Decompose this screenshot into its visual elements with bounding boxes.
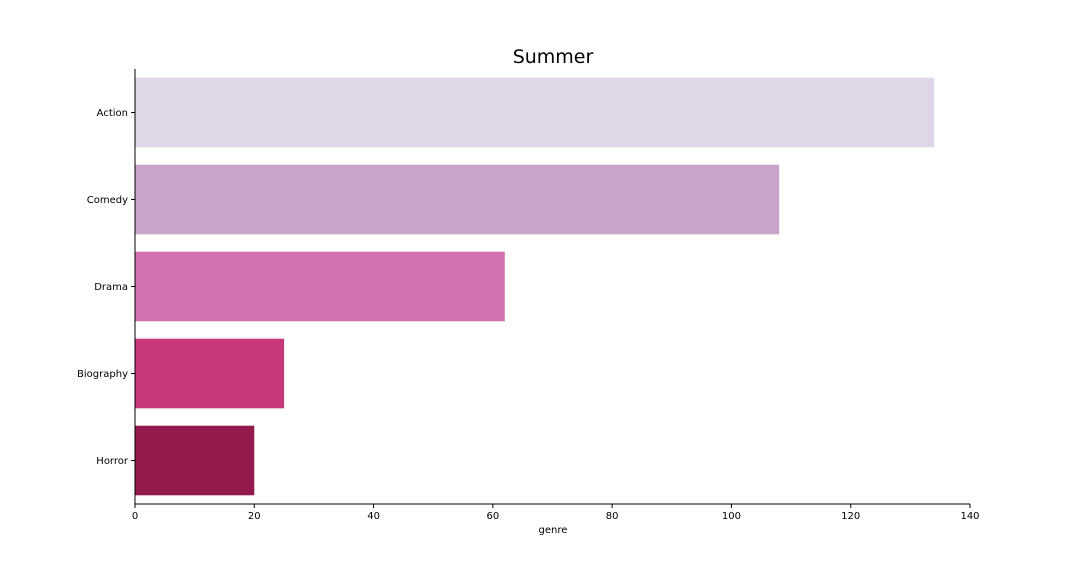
x-axis-title: genre xyxy=(539,525,568,536)
chart-title: Summer xyxy=(513,46,594,68)
bars-group xyxy=(135,77,935,496)
bar-drama xyxy=(135,251,505,322)
x-tick-label: 140 xyxy=(960,511,979,522)
x-ticks: 0 20 40 60 80 100 120 140 xyxy=(132,504,980,522)
bar-biography xyxy=(135,338,285,409)
bar-horror xyxy=(135,425,255,496)
x-tick-label: 80 xyxy=(606,511,619,522)
x-tick-label: 120 xyxy=(841,511,860,522)
y-tick-label-comedy: Comedy xyxy=(87,195,128,206)
x-tick-label: 20 xyxy=(248,511,261,522)
y-tick-labels: Action Comedy Drama Biography Horror xyxy=(77,108,135,467)
y-tick-label-biography: Biography xyxy=(77,369,128,380)
y-tick-label-drama: Drama xyxy=(94,282,128,293)
x-tick-label: 40 xyxy=(367,511,380,522)
y-tick-label-action: Action xyxy=(97,108,128,119)
y-tick-label-horror: Horror xyxy=(96,456,129,467)
x-tick-label: 60 xyxy=(486,511,499,522)
x-tick-label: 100 xyxy=(722,511,741,522)
bar-comedy xyxy=(135,164,780,235)
bar-action xyxy=(135,77,935,148)
x-tick-label: 0 xyxy=(132,511,138,522)
